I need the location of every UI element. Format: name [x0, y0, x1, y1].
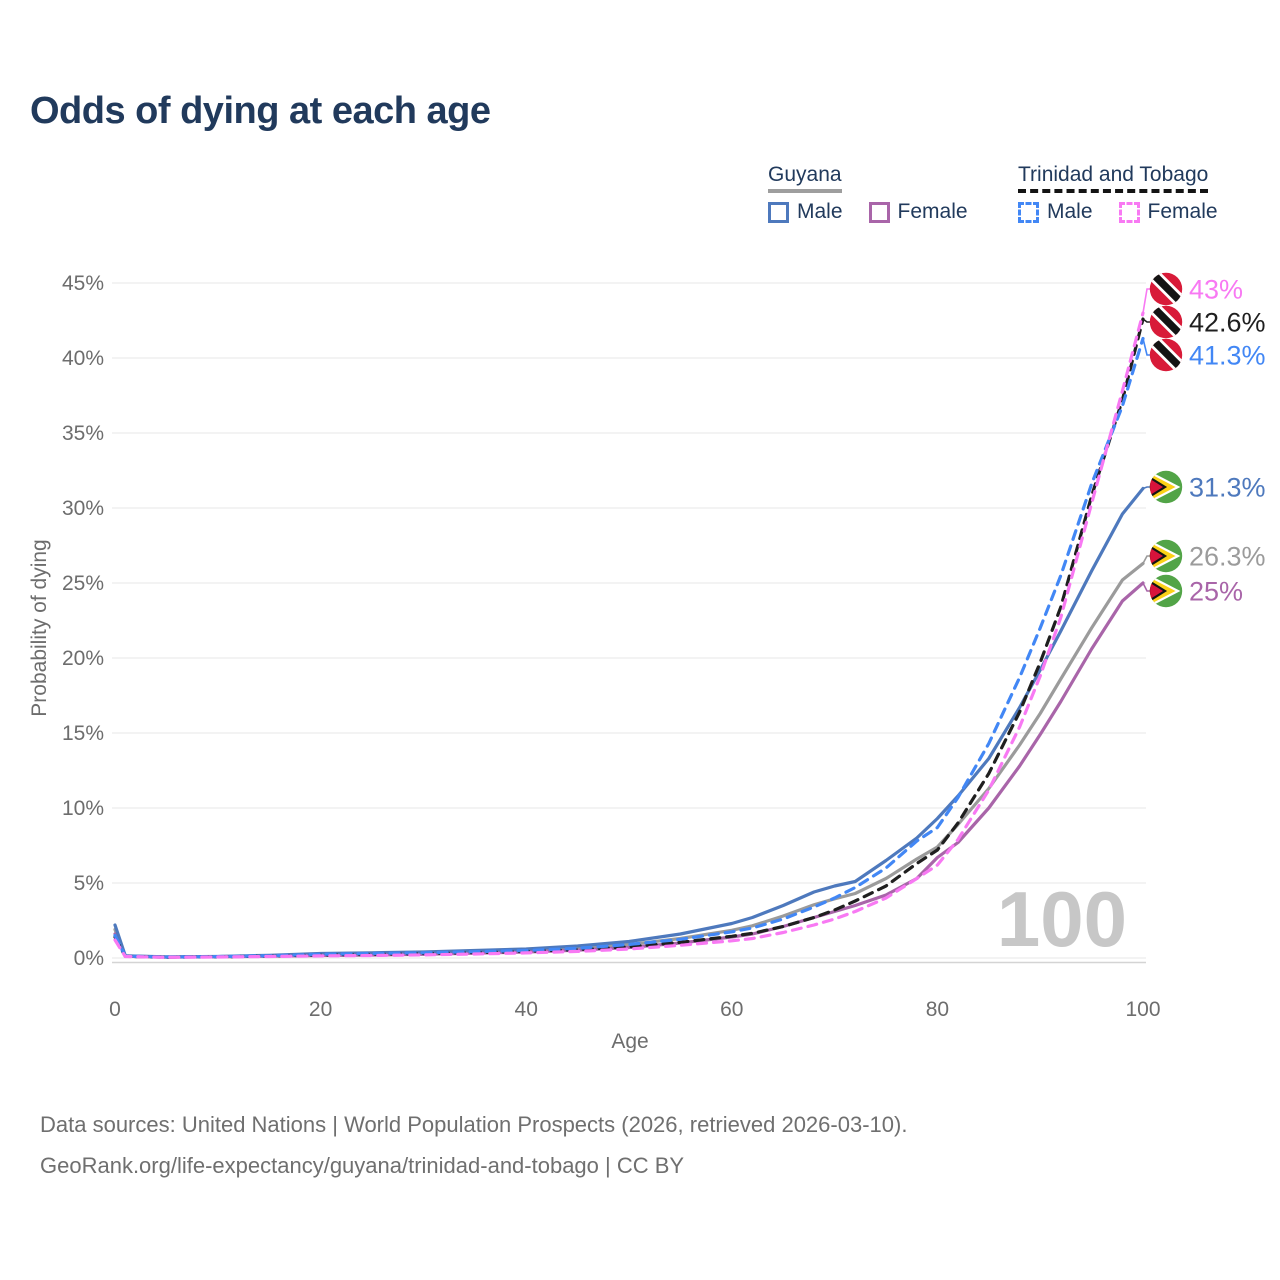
- trinidad-and-tobago-flag-icon: [1149, 338, 1183, 372]
- endpoint-value-label: 31.3%: [1189, 473, 1266, 503]
- endpoint-value-label: 41.3%: [1189, 341, 1266, 371]
- legend-item-guyana-male[interactable]: Male: [768, 200, 843, 224]
- legend-group-guyana: Guyana Male Female: [768, 163, 968, 224]
- legend-items-trinidad-and-tobago: Male Female: [1018, 200, 1218, 224]
- trinidad-and-tobago-flag-icon: [1149, 272, 1183, 306]
- legend-label: Male: [1047, 200, 1093, 223]
- x-axis-title: Age: [611, 1030, 648, 1053]
- source-line-1: Data sources: United Nations | World Pop…: [40, 1112, 908, 1137]
- guyana-flag-icon: [1149, 574, 1183, 608]
- legend-item-tt-female[interactable]: Female: [1118, 200, 1218, 224]
- legend-header-guyana: Guyana: [768, 163, 842, 193]
- legend-label: Female: [897, 200, 968, 223]
- guyana-female-swatch-icon: [868, 201, 890, 223]
- legend-item-tt-male[interactable]: Male: [1018, 200, 1093, 224]
- x-tick-label: 60: [720, 998, 743, 1021]
- trinidad-and-tobago-flag-icon: [1149, 305, 1183, 339]
- guyana-flag-icon: [1149, 470, 1183, 504]
- y-tick-label: 25%: [62, 572, 104, 595]
- x-tick-label: 20: [309, 998, 332, 1021]
- x-tick-label: 0: [109, 998, 121, 1021]
- y-tick-label: 15%: [62, 722, 104, 745]
- legend-item-guyana-female[interactable]: Female: [868, 200, 968, 224]
- legend-header-trinidad-and-tobago: Trinidad and Tobago: [1018, 163, 1209, 193]
- endpoint-connector: [1142, 486, 1150, 490]
- y-axis-title: Probability of dying: [28, 539, 51, 716]
- y-tick-label: 5%: [74, 872, 104, 895]
- endpoint-connector: [1142, 582, 1150, 592]
- legend-label: Male: [797, 200, 843, 223]
- y-tick-label: 10%: [62, 797, 104, 820]
- y-tick-label: 35%: [62, 422, 104, 445]
- endpoint-value-label: 26.3%: [1189, 542, 1266, 572]
- source-note: Data sources: United Nations | World Pop…: [40, 1104, 907, 1186]
- series-line-trinidad-and-tobago-all-: [113, 317, 1145, 959]
- endpoint-connector: [1142, 318, 1150, 323]
- series-lines: [113, 311, 1145, 959]
- x-tick-label: 100: [1125, 998, 1160, 1021]
- y-tick-label: 30%: [62, 497, 104, 520]
- endpoint-connector: [1142, 555, 1150, 564]
- y-tick-label: 0%: [74, 947, 104, 970]
- endpoint-value-label: 43%: [1189, 275, 1243, 305]
- endpoint-connector: [1142, 338, 1150, 356]
- x-tick-label: 40: [515, 998, 538, 1021]
- tt-female-swatch-icon: [1118, 201, 1140, 223]
- gridlines: [112, 282, 1146, 964]
- age-watermark: 100: [997, 875, 1127, 963]
- endpoint-connector: [1142, 288, 1150, 314]
- axis-ticks: 0% 5% 10% 15% 20% 25% 30% 35% 40% 45% 0 20 40 60 80 100: [62, 272, 1161, 1021]
- guyana-male-swatch-icon: [768, 201, 789, 223]
- series-line-trinidad-and-tobago-male: [113, 336, 1145, 959]
- series-line-guyana-male: [113, 486, 1145, 959]
- y-tick-label: 20%: [62, 647, 104, 670]
- legend-group-trinidad-and-tobago: Trinidad and Tobago Male Female: [1018, 163, 1218, 224]
- endpoint-value-label: 25%: [1189, 577, 1243, 607]
- source-line-2: GeoRank.org/life-expectancy/guyana/trini…: [40, 1153, 685, 1178]
- series-line-guyana-female: [113, 581, 1145, 959]
- x-tick-label: 80: [926, 998, 949, 1021]
- series-line-guyana-all-: [113, 561, 1145, 959]
- series-line-trinidad-and-tobago-female: [113, 311, 1145, 959]
- guyana-flag-icon: [1149, 539, 1183, 573]
- legend-label: Female: [1147, 200, 1218, 223]
- endpoint-value-label: 42.6%: [1189, 308, 1266, 338]
- tt-male-swatch-icon: [1018, 201, 1039, 223]
- endpoint-labels: 43%42.6%41.3% 31.3% 26.3% 25%: [1142, 272, 1266, 608]
- y-tick-label: 45%: [62, 272, 104, 295]
- legend-items-guyana: Male Female: [768, 200, 968, 224]
- page-title: Odds of dying at each age: [30, 90, 491, 132]
- y-tick-label: 40%: [62, 347, 104, 370]
